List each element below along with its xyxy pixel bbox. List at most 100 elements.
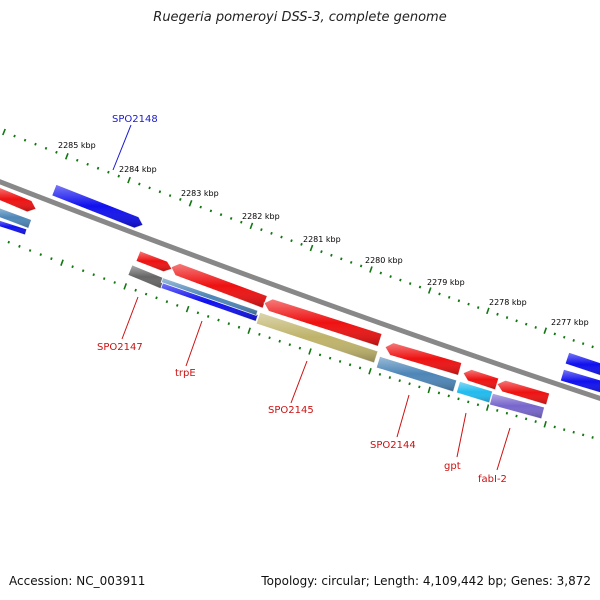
gene-label-trpe[interactable]: trpE <box>175 368 196 379</box>
minor-tick <box>229 216 233 220</box>
minor-tick <box>217 318 220 322</box>
gene-feature-trpe-upper[interactable] <box>170 262 268 309</box>
minor-tick <box>553 425 556 429</box>
gene-feature-spo2144-box-shade <box>376 356 457 392</box>
major-tick <box>2 128 6 136</box>
kbp-label: 2284 kbp <box>119 165 157 174</box>
accession-text: Accession: NC_003911 <box>9 574 146 588</box>
gene-feature-spo2148-shade <box>51 184 143 228</box>
minor-tick <box>330 253 333 257</box>
major-tick <box>486 307 490 315</box>
minor-tick <box>290 239 293 243</box>
minor-tick <box>591 436 594 439</box>
gene-feature-spo2145-box[interactable] <box>255 311 379 364</box>
minor-tick <box>270 231 273 235</box>
major-tick <box>247 327 251 335</box>
gene-feature-trpe-upper-shade <box>171 263 268 309</box>
leader-spo2147 <box>121 296 139 340</box>
gene-feature-trpe-box[interactable] <box>160 281 259 322</box>
gene-label-fabi-2[interactable]: fabI-2 <box>478 474 507 485</box>
major-tick <box>64 153 69 160</box>
gene-feature-right-blue-2-shade <box>560 369 600 393</box>
gene-feature-left-red[interactable] <box>0 187 37 213</box>
inner-tick-track <box>7 240 594 439</box>
gene-label-spo2144[interactable]: SPO2144 <box>370 440 416 451</box>
gene-feature-spo2145-upper[interactable] <box>263 298 383 347</box>
major-tick <box>60 259 64 266</box>
kbp-label: 2278 kbp <box>489 298 527 307</box>
minor-tick <box>438 292 441 296</box>
kbp-label: 2283 kbp <box>181 189 219 198</box>
leader-spo2148 <box>112 124 132 171</box>
minor-tick <box>340 257 343 261</box>
minor-tick <box>408 382 411 386</box>
minor-tick <box>39 253 43 257</box>
gene-feature-fabi-2-box-shade <box>489 393 545 419</box>
minor-tick <box>328 356 332 360</box>
minor-tick <box>148 186 151 190</box>
minor-tick <box>117 174 121 178</box>
minor-tick <box>534 420 537 423</box>
minor-tick <box>237 325 241 329</box>
minor-tick <box>389 275 392 278</box>
kbp-labels: 2285 kbp 2284 kbp 2283 kbp 2282 kbp 2281… <box>58 141 589 327</box>
kbp-label: 2277 kbp <box>551 318 589 327</box>
minor-tick <box>240 220 243 224</box>
gene-feature-trpe-box-shade <box>160 281 259 322</box>
gene-feature-left-blue[interactable] <box>0 219 28 236</box>
minor-tick <box>113 281 116 284</box>
kbp-label: 2279 kbp <box>427 278 465 287</box>
minor-tick <box>71 265 74 269</box>
minor-tick <box>7 240 11 244</box>
kbp-label: 2285 kbp <box>58 141 96 150</box>
major-tick <box>427 386 431 394</box>
minor-tick <box>28 249 32 252</box>
minor-tick <box>572 430 575 434</box>
minor-tick <box>437 391 441 395</box>
minor-tick <box>515 319 518 323</box>
minor-tick <box>505 411 509 415</box>
minor-tick <box>563 335 566 339</box>
minor-tick <box>50 257 53 261</box>
gene-label-spo2147[interactable]: SPO2147 <box>97 342 143 353</box>
gene-label-spo2145[interactable]: SPO2145 <box>268 405 314 416</box>
major-tick <box>308 348 312 355</box>
gene-feature-spo2144-box[interactable] <box>375 355 458 393</box>
gene-feature-right-blue-2[interactable] <box>559 368 600 394</box>
minor-tick <box>505 316 509 319</box>
gene-feature-trpe-steel[interactable] <box>160 277 259 316</box>
gene-feature-spo2148[interactable] <box>51 183 144 229</box>
minor-tick <box>92 273 95 277</box>
minor-tick <box>260 228 263 232</box>
minor-tick <box>563 428 566 432</box>
gene-feature-left-steel[interactable] <box>0 207 33 229</box>
minor-tick <box>96 166 100 170</box>
gene-feature-gpt-upper-shade <box>463 369 499 390</box>
gene-label-gpt[interactable]: gpt <box>444 461 461 472</box>
gene-label-spo2148[interactable]: SPO2148 <box>112 114 158 125</box>
gene-feature-fabi-2-box[interactable] <box>488 392 546 420</box>
minor-tick <box>227 322 231 326</box>
gene-feature-gpt-box[interactable] <box>455 380 494 404</box>
gene-feature-spo2147-upper[interactable] <box>135 250 173 273</box>
gene-feature-gpt-box-shade <box>456 381 493 403</box>
minor-tick <box>408 282 412 285</box>
gene-feature-right-blue-1[interactable] <box>564 351 600 376</box>
minor-tick <box>219 213 223 217</box>
minor-tick <box>300 242 303 246</box>
minor-tick <box>196 311 200 315</box>
minor-tick <box>155 296 158 300</box>
minor-tick <box>144 292 148 296</box>
major-tick <box>123 283 128 290</box>
gene-feature-fabi-2-upper[interactable] <box>496 379 551 406</box>
minor-tick <box>496 312 499 316</box>
minor-tick <box>378 372 382 376</box>
minor-tick <box>134 288 137 292</box>
major-tick <box>543 327 548 334</box>
minor-tick <box>515 414 518 418</box>
minor-tick <box>199 205 202 209</box>
gene-feature-spo2144-upper[interactable] <box>384 342 463 376</box>
minor-tick <box>280 235 283 239</box>
major-tick <box>185 305 190 313</box>
